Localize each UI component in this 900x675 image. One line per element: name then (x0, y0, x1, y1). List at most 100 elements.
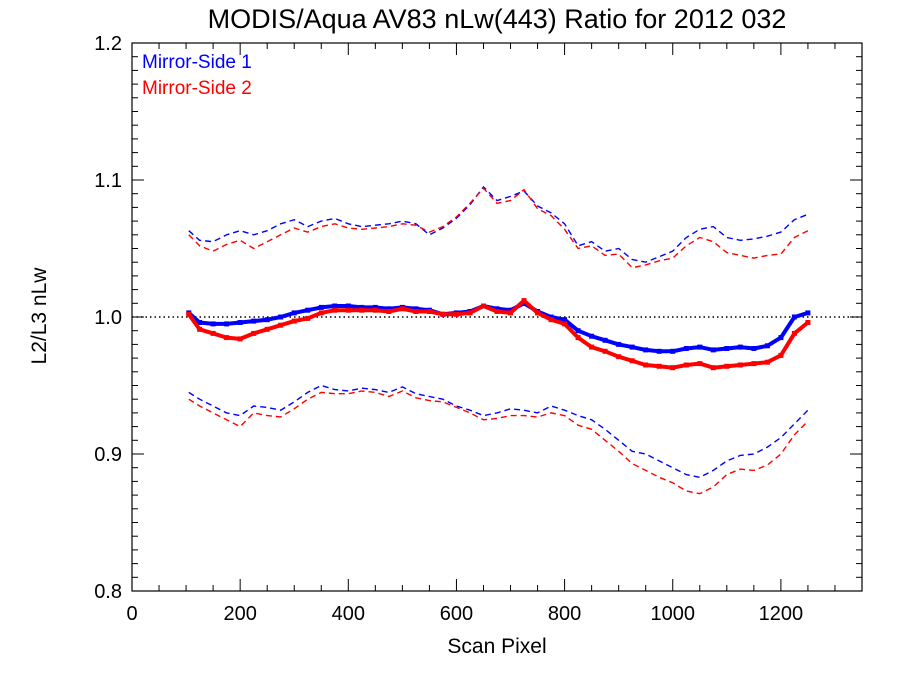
series-1-point (251, 318, 257, 324)
series-2-point (426, 309, 432, 314)
series-1-point (562, 317, 568, 323)
series-2-point (291, 318, 297, 324)
series-1-point (264, 317, 270, 323)
series-1-point (413, 306, 419, 312)
y-tick-label: 0.8 (94, 581, 122, 603)
series-1-point (778, 335, 784, 341)
series-2-point (440, 311, 446, 317)
series-2-point (305, 315, 311, 321)
series-1-point (616, 341, 622, 347)
series-1-point (737, 344, 743, 350)
series-1-point (670, 348, 676, 354)
series-1-point (656, 348, 662, 354)
series-1 (186, 185, 811, 479)
series-2-lower-line (188, 390, 809, 495)
series-2-point (575, 335, 581, 341)
series-1-point (305, 307, 311, 313)
series-1-point (575, 328, 581, 334)
series-2-point (562, 321, 568, 327)
series-2-point (629, 358, 635, 364)
series-2-point (805, 320, 811, 325)
series-1-point (318, 304, 324, 310)
series-1-point (494, 306, 500, 312)
y-tick-label: 1.2 (94, 33, 122, 55)
series-2-point (724, 363, 730, 369)
series-1-point (386, 306, 392, 312)
series-2-point (210, 330, 216, 336)
series-2-point (264, 326, 270, 332)
series-2-point (508, 310, 513, 316)
series-1-point (291, 310, 297, 316)
x-tick-label: 0 (126, 603, 137, 625)
series-1-point (345, 303, 351, 309)
series-1-point (710, 347, 716, 353)
series-1-point (237, 320, 243, 325)
series-2-point (697, 361, 703, 367)
series-1-point (629, 344, 635, 350)
y-tick-label: 1.1 (94, 170, 122, 192)
y-tick-label: 0.9 (94, 444, 122, 466)
series-1-lower-line (188, 384, 809, 479)
series-2 (186, 187, 811, 495)
series-1-point (602, 337, 608, 343)
series-2-point (359, 307, 365, 313)
series-1-point (359, 304, 365, 310)
series-2-point (467, 310, 473, 316)
series-1-point (197, 320, 203, 325)
axis-tick-labels: 0 200 400 600 800 1000 1200 0.8 0.9 1.0 1.1 1.2 (94, 33, 803, 625)
series-2-point (710, 365, 716, 371)
series-2-point (332, 307, 338, 313)
series-2-point (602, 348, 608, 354)
series-1-point (589, 333, 595, 339)
series-2-point (521, 298, 527, 304)
series-2-point (751, 361, 757, 367)
x-tick-label: 600 (440, 603, 473, 625)
x-tick-label: 800 (548, 603, 581, 625)
legend-item-mirror-side-2: Mirror-Side 2 (142, 78, 252, 99)
series-1-point (224, 321, 230, 327)
series-1-point (278, 314, 284, 320)
series-2-point (386, 309, 392, 314)
series-2-point (670, 365, 676, 371)
series-1-point (751, 346, 757, 351)
series-2-point (481, 303, 486, 309)
series-2-point (616, 354, 622, 360)
series-1-point (210, 321, 216, 327)
series-2-point (791, 330, 797, 336)
series-2-point (399, 306, 405, 312)
series-1-point (548, 314, 554, 320)
series-1-point (372, 304, 378, 310)
series-2-point (372, 307, 378, 313)
y-tick-label: 1.0 (94, 307, 122, 329)
series-2-point (224, 335, 230, 341)
series-2-point (413, 309, 419, 314)
x-tick-label: 400 (332, 603, 365, 625)
series-2-point (237, 336, 243, 342)
series-2-upper-line (188, 187, 809, 269)
series-1-point (791, 314, 797, 320)
chart-title: MODIS/Aqua AV83 nLw(443) Ratio for 2012 … (208, 4, 787, 34)
series-1-point (724, 346, 730, 351)
series-2-point (535, 310, 541, 316)
series-2-point (453, 311, 459, 317)
series-1-point (683, 346, 689, 351)
series-2-point (548, 317, 554, 323)
series-2-point (778, 352, 784, 358)
x-axis-label: Scan Pixel (447, 635, 546, 658)
series-1-point (697, 344, 703, 350)
series-2-point (251, 330, 257, 336)
series-1-point (332, 303, 338, 309)
series-2-point (656, 363, 662, 369)
series-layer (186, 185, 811, 495)
series-2-point (318, 310, 324, 316)
series-2-point (197, 326, 203, 332)
series-2-point (186, 311, 192, 317)
series-1-upper-line (188, 185, 809, 263)
series-1-point (764, 343, 770, 349)
series-2-point (683, 362, 689, 368)
series-1-point (805, 310, 811, 316)
series-1-point (643, 347, 649, 353)
series-2-point (494, 309, 500, 314)
series-2-point (643, 362, 649, 368)
